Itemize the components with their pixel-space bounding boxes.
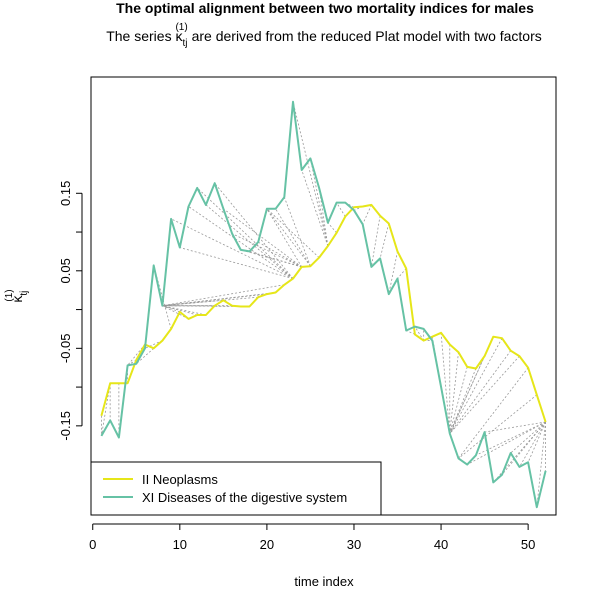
alignment-line-36	[275, 208, 311, 267]
alignment-line-48	[370, 215, 381, 267]
alignment-line-19	[162, 296, 259, 307]
alignment-line-29	[223, 208, 302, 268]
alignment-line-77	[536, 421, 546, 508]
series-neoplasms-line	[100, 203, 547, 423]
alignment-line-41	[310, 158, 329, 247]
y-tick-label-0: 0.15	[58, 181, 73, 206]
alignment-line-18	[162, 305, 250, 307]
alignment-line-43	[327, 222, 337, 234]
alignment-line-31	[240, 249, 302, 268]
alignment-line-26	[196, 187, 294, 279]
alignment-line-47	[362, 204, 372, 225]
alignment-line-10	[162, 305, 180, 313]
alignment-line-35	[266, 208, 311, 267]
alignment-line-33	[257, 241, 302, 268]
alignment-line-59	[449, 352, 459, 434]
alignment-line-57	[440, 332, 451, 434]
subtitle-subscript: tj	[182, 38, 187, 49]
alignment-line-39	[292, 101, 329, 247]
alignment-line-28	[214, 182, 294, 279]
y-tick-label-6: -0.15	[58, 411, 73, 441]
x-axis: 0 10 20 30 40 50	[89, 523, 535, 552]
legend: II Neoplasms XI Diseases of the digestiv…	[90, 461, 382, 516]
alignment-line-60	[449, 366, 468, 434]
alignment-line-30	[231, 233, 302, 268]
alignment-line-67	[458, 367, 529, 459]
alignment-line-65	[449, 350, 512, 434]
x-tick-label-0: 0	[89, 537, 96, 552]
alignment-line-73	[501, 421, 546, 475]
x-tick-label-30: 30	[347, 537, 361, 552]
y-tick-label-4: -0.05	[58, 333, 73, 363]
y-label-superscript: (1)	[4, 289, 15, 301]
alignment-line-25	[188, 206, 294, 279]
alignment-line-27	[205, 204, 294, 279]
alignment-line-13	[162, 305, 207, 316]
y-axis: 0.15 0.05 -0.05 -0.15	[58, 181, 83, 441]
subtitle-superscript: (1)	[175, 22, 187, 33]
alignment-line-66	[449, 355, 520, 434]
x-tick-label-50: 50	[521, 537, 535, 552]
alignment-line-38	[266, 208, 320, 258]
alignment-line-32	[249, 251, 302, 268]
subtitle-before: The series	[106, 28, 175, 44]
alignment-line-24	[179, 247, 294, 279]
chart-subtitle: The series κtj (1) are derived from the r…	[106, 22, 542, 49]
x-tick-label-40: 40	[434, 537, 448, 552]
alignment-line-44	[336, 202, 346, 217]
alignment-line-50	[388, 251, 398, 295]
subtitle-symbol: κ	[175, 28, 183, 44]
alignment-line-52	[406, 330, 416, 335]
alignment-line-23	[170, 218, 294, 279]
alignment-line-69	[466, 421, 546, 465]
alignment-line-8	[144, 340, 163, 349]
alignment-line-22	[162, 284, 285, 307]
x-tick-label-20: 20	[260, 537, 274, 552]
legend-box	[90, 461, 382, 516]
alignment-line-72	[493, 421, 546, 483]
series-lines	[100, 100, 547, 509]
alignment-line-51	[397, 268, 407, 279]
y-label-symbol: κ	[9, 295, 25, 303]
alignment-line-34	[266, 208, 303, 268]
alignment-line-53	[414, 326, 424, 341]
svg-text:κtj(1): κtj (1)	[4, 289, 30, 302]
x-axis-label: time index	[294, 574, 354, 589]
legend-label-neoplasms: II Neoplasms	[142, 472, 218, 487]
series-digestive-line	[100, 100, 547, 509]
alignment-line-68	[458, 394, 538, 459]
legend-label-digestive: XI Diseases of the digestive system	[142, 490, 347, 505]
alignment-line-76	[527, 421, 546, 463]
y-axis-label: κtj (1)	[4, 289, 30, 302]
y-tick-label-2: 0.05	[58, 258, 73, 283]
alignment-line-49	[379, 223, 390, 259]
x-tick-label-10: 10	[173, 537, 187, 552]
subtitle-after: are derived from the reduced Plat model …	[188, 28, 542, 44]
alignment-line-40	[301, 169, 329, 247]
chart-title: The optimal alignment between two mortal…	[116, 0, 534, 16]
alignment-line-37	[283, 197, 311, 267]
chart-title-group: The optimal alignment between two mortal…	[106, 0, 542, 49]
alignment-line-75	[519, 421, 546, 468]
alignment-line-61	[449, 368, 477, 434]
y-label-subscript: tj	[19, 291, 30, 296]
alignment-line-21	[162, 292, 276, 307]
